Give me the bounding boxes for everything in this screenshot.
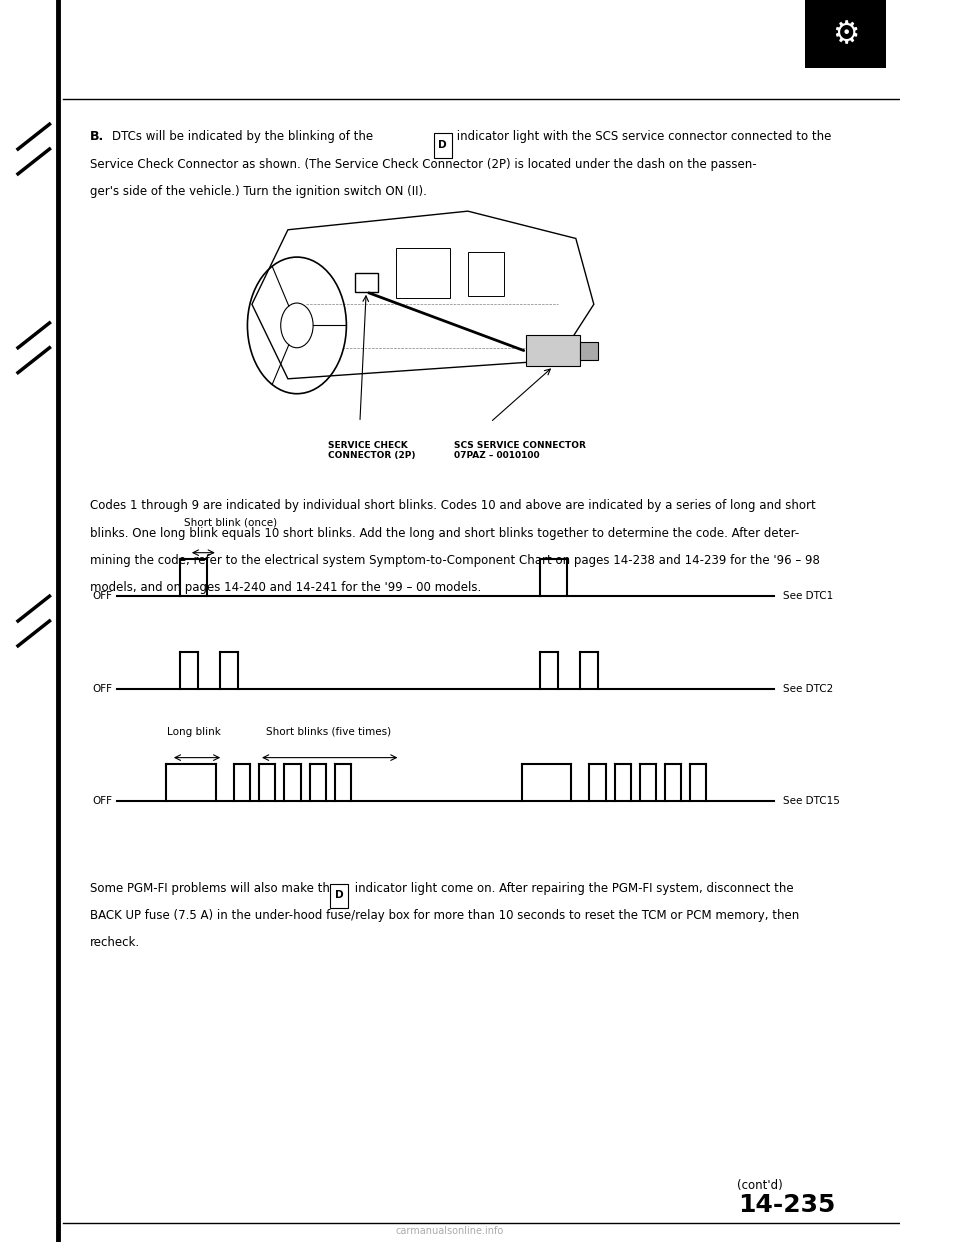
FancyBboxPatch shape [805, 0, 886, 68]
Text: recheck.: recheck. [90, 936, 140, 949]
Text: D: D [439, 140, 447, 150]
Bar [396, 248, 450, 298]
Text: Long blink: Long blink [166, 727, 221, 737]
Text: OFF: OFF [92, 796, 112, 806]
Bar [468, 252, 504, 296]
Text: DTCs will be indicated by the blinking of the: DTCs will be indicated by the blinking o… [112, 130, 377, 143]
Text: SERVICE CHECK
CONNECTOR (2P): SERVICE CHECK CONNECTOR (2P) [328, 441, 416, 461]
Text: Some PGM-FI problems will also make the: Some PGM-FI problems will also make the [90, 882, 341, 894]
Bar [355, 273, 378, 292]
Bar [526, 335, 581, 366]
Bar [581, 342, 598, 360]
Text: SCS SERVICE CONNECTOR
07PAZ – 0010100: SCS SERVICE CONNECTOR 07PAZ – 0010100 [454, 441, 587, 461]
Text: Codes 1 through 9 are indicated by individual short blinks. Codes 10 and above a: Codes 1 through 9 are indicated by indiv… [90, 499, 816, 512]
Text: indicator light with the SCS service connector connected to the: indicator light with the SCS service con… [452, 130, 831, 143]
Text: BACK UP fuse (7.5 A) in the under-hood fuse/relay box for more than 10 seconds t: BACK UP fuse (7.5 A) in the under-hood f… [90, 909, 800, 922]
Text: mining the code, refer to the electrical system Symptom-to-Component Chart on pa: mining the code, refer to the electrical… [90, 554, 820, 566]
Text: blinks. One long blink equals 10 short blinks. Add the long and short blinks tog: blinks. One long blink equals 10 short b… [90, 527, 800, 539]
Text: Short blinks (five times): Short blinks (five times) [266, 727, 391, 737]
Text: See DTC15: See DTC15 [782, 796, 840, 806]
Text: indicator light come on. After repairing the PGM-FI system, disconnect the: indicator light come on. After repairing… [351, 882, 794, 894]
Text: See DTC1: See DTC1 [782, 591, 833, 601]
Text: Service Check Connector as shown. (The Service Check Connector (2P) is located u: Service Check Connector as shown. (The S… [90, 158, 756, 170]
Text: OFF: OFF [92, 591, 112, 601]
Text: carmanualsonline.info: carmanualsonline.info [396, 1226, 504, 1236]
Text: ger's side of the vehicle.) Turn the ignition switch ON (II).: ger's side of the vehicle.) Turn the ign… [90, 185, 427, 197]
Text: ⚙: ⚙ [832, 20, 859, 48]
Text: Short blink (once): Short blink (once) [184, 518, 277, 528]
FancyBboxPatch shape [434, 133, 451, 158]
FancyBboxPatch shape [330, 884, 348, 908]
Text: (cont'd): (cont'd) [737, 1180, 782, 1192]
Text: See DTC2: See DTC2 [782, 684, 833, 694]
Text: B.: B. [90, 130, 105, 143]
Text: D: D [335, 891, 344, 900]
Text: 14-235: 14-235 [738, 1194, 835, 1217]
Text: models, and on pages 14-240 and 14-241 for the '99 – 00 models.: models, and on pages 14-240 and 14-241 f… [90, 581, 481, 594]
Text: OFF: OFF [92, 684, 112, 694]
